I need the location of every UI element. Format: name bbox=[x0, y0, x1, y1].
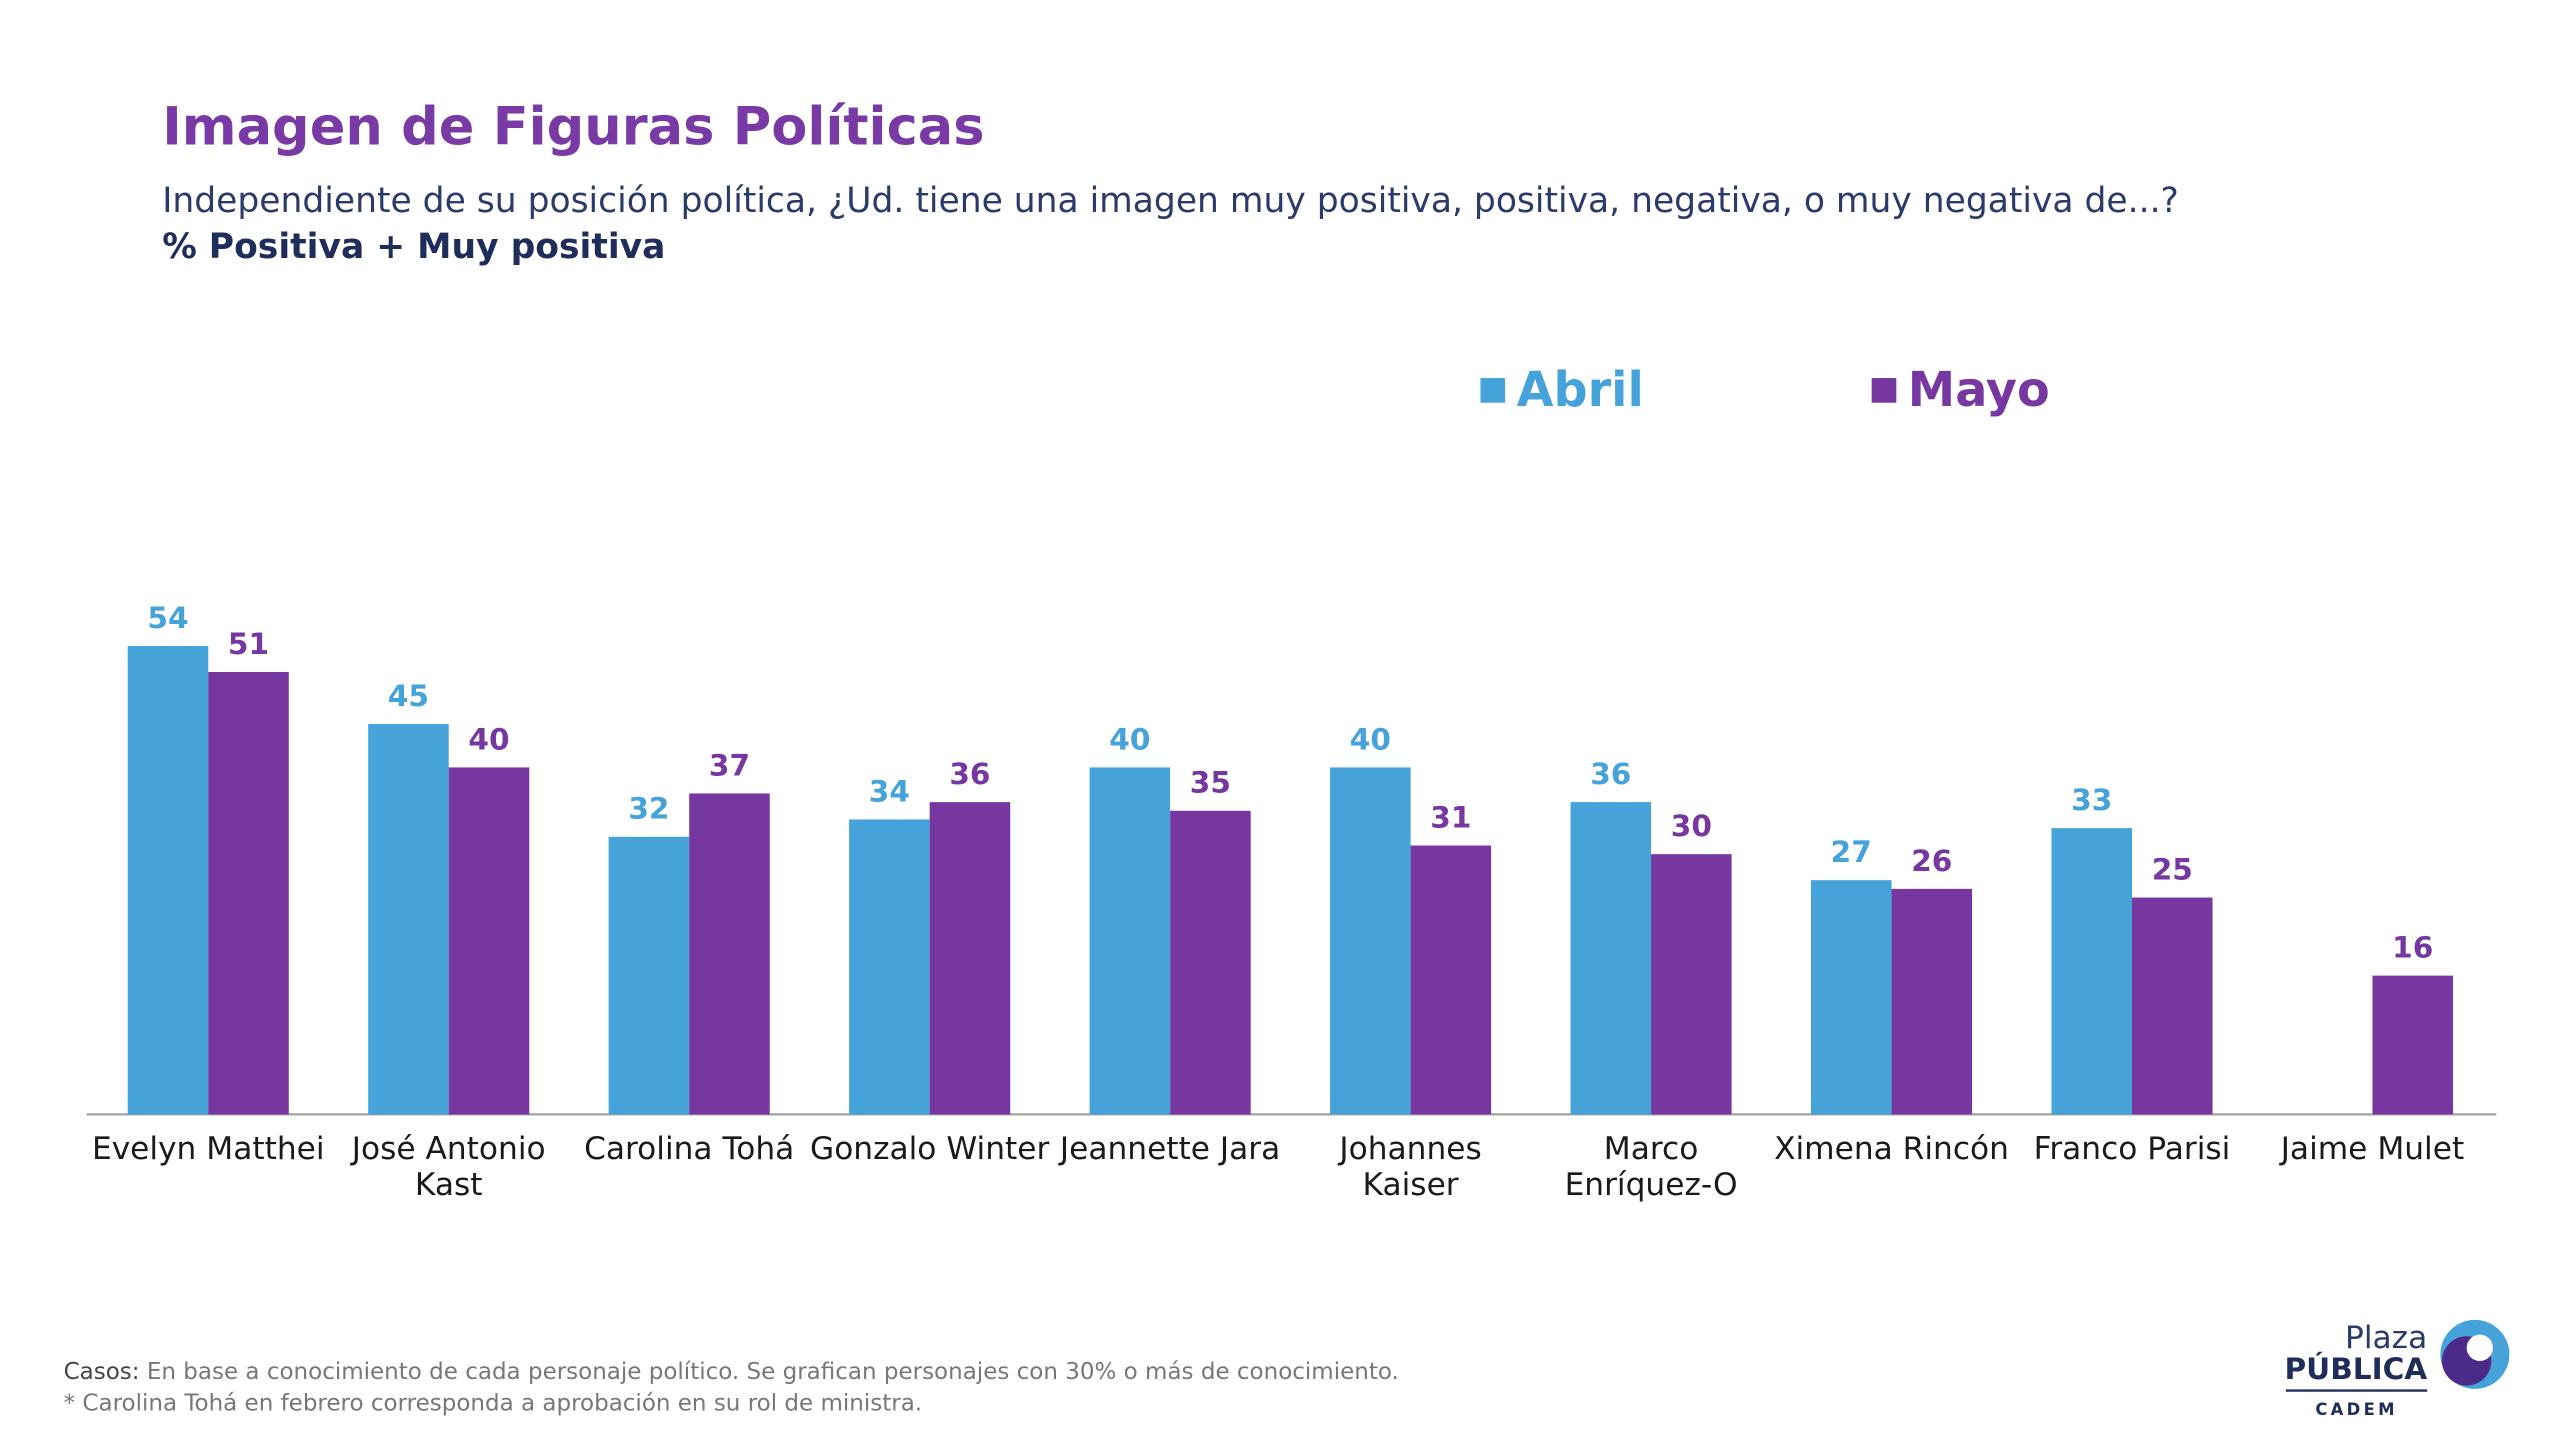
data-label: 33 bbox=[2071, 783, 2112, 817]
bar bbox=[1651, 854, 1732, 1115]
bar bbox=[2132, 897, 2213, 1115]
chart-title: Imagen de Figuras Políticas bbox=[162, 97, 984, 158]
legend-label: Mayo bbox=[1908, 363, 2050, 418]
x-tick-label-box: Johannes Kaiser bbox=[1339, 1130, 1482, 1204]
data-label: 16 bbox=[2392, 931, 2433, 965]
data-label: 34 bbox=[869, 774, 910, 808]
logo-line3: CADEM bbox=[2315, 1400, 2397, 1419]
bar bbox=[368, 724, 449, 1115]
data-label: 40 bbox=[1109, 722, 1150, 756]
data-label: 26 bbox=[1911, 844, 1952, 878]
bar bbox=[1891, 888, 1973, 1115]
data-label: 36 bbox=[949, 757, 990, 791]
data-label: 30 bbox=[1671, 809, 1712, 843]
x-tick-label-box: Franco Parisi bbox=[2033, 1130, 2231, 1168]
x-tick-label: Franco Parisi bbox=[2033, 1130, 2231, 1168]
data-label: 27 bbox=[1831, 835, 1872, 869]
x-tick-label: Marco Enríquez-O bbox=[1564, 1130, 1738, 1204]
x-tick-label: Jeannette Jara bbox=[1059, 1130, 1281, 1168]
bar bbox=[1570, 802, 1652, 1115]
bar bbox=[608, 836, 690, 1115]
x-tick-label: Jaime Mulet bbox=[2280, 1130, 2465, 1168]
data-label: 40 bbox=[1350, 722, 1391, 756]
x-tick-label-box: Ximena Rincón bbox=[1774, 1130, 2009, 1168]
casos-label: Casos: bbox=[64, 1359, 140, 1385]
x-tick-label: Johannes Kaiser bbox=[1339, 1130, 1482, 1204]
bar bbox=[448, 767, 530, 1115]
bar bbox=[1170, 810, 1251, 1115]
data-label: 32 bbox=[628, 792, 669, 826]
legend-swatch bbox=[1480, 378, 1506, 403]
bar bbox=[1330, 767, 1411, 1115]
data-label: 54 bbox=[147, 601, 188, 635]
data-label: 45 bbox=[388, 679, 429, 713]
footnote: Casos: En base a conocimiento de cada pe… bbox=[64, 1359, 1399, 1385]
legend-label: Abril bbox=[1517, 363, 1644, 418]
bar bbox=[849, 819, 930, 1115]
bar bbox=[1811, 880, 1892, 1115]
bar bbox=[2372, 975, 2454, 1115]
x-tick-label: Gonzalo Winter bbox=[809, 1130, 1050, 1168]
casos-text: En base a conocimiento de cada personaje… bbox=[147, 1359, 1399, 1385]
footnote-note: * Carolina Tohá en febrero corresponda a… bbox=[64, 1390, 923, 1416]
x-tick-label-box: Jeannette Jara bbox=[1059, 1130, 1281, 1168]
x-tick-label-box: José Antonio Kast bbox=[351, 1130, 546, 1204]
x-tick-label-box: Jaime Mulet bbox=[2280, 1130, 2465, 1168]
data-label: 37 bbox=[709, 748, 750, 782]
x-tick-label: José Antonio Kast bbox=[351, 1130, 546, 1204]
x-tick-label: Carolina Tohá bbox=[584, 1130, 795, 1168]
measure-label: % Positiva + Muy positiva bbox=[162, 227, 665, 267]
bar bbox=[1089, 767, 1171, 1115]
bar bbox=[1410, 845, 1492, 1115]
x-tick-label-box: Carolina Tohá bbox=[584, 1130, 795, 1168]
x-tick-label: Evelyn Matthei bbox=[91, 1130, 325, 1168]
data-label: 25 bbox=[2152, 852, 2193, 886]
logo-line2: PÚBLICA bbox=[2285, 1350, 2428, 1386]
x-tick-label-box: Marco Enríquez-O bbox=[1564, 1130, 1738, 1204]
data-label: 31 bbox=[1430, 800, 1471, 834]
chart-subtitle: Independiente de su posición política, ¿… bbox=[162, 181, 2179, 221]
bar bbox=[2051, 828, 2133, 1115]
logo: Plaza PÚBLICA CADEM bbox=[2285, 1320, 2510, 1419]
bar bbox=[127, 645, 209, 1115]
x-tick-label: Ximena Rincón bbox=[1774, 1130, 2009, 1168]
x-tick-label-box: Evelyn Matthei bbox=[91, 1130, 325, 1168]
bar bbox=[689, 793, 770, 1115]
bar bbox=[208, 671, 289, 1115]
logo-line1: Plaza bbox=[2345, 1320, 2427, 1356]
data-label: 51 bbox=[228, 627, 269, 661]
data-label: 35 bbox=[1190, 766, 1231, 800]
data-label: 36 bbox=[1590, 757, 1631, 791]
bar bbox=[929, 802, 1011, 1115]
x-tick-label-box: Gonzalo Winter bbox=[809, 1130, 1050, 1168]
logo-icon bbox=[2466, 1334, 2493, 1361]
legend-swatch bbox=[1871, 378, 1897, 403]
data-label: 40 bbox=[468, 722, 509, 756]
